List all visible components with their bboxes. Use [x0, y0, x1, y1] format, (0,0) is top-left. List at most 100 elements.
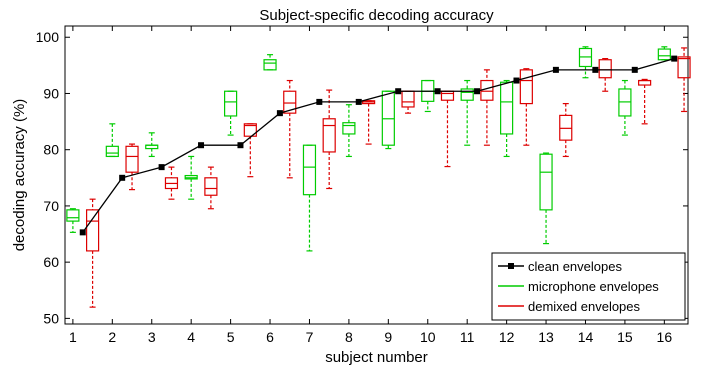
box-11 [460, 79, 474, 146]
x-tick-label: 5 [227, 329, 235, 345]
box-1.5 [86, 198, 100, 308]
box-13.5 [559, 102, 573, 158]
box-15.5 [638, 78, 652, 125]
box-16 [657, 46, 671, 61]
box-8.5 [362, 100, 376, 145]
clean-point [158, 164, 165, 171]
box-iqr [283, 90, 297, 114]
box-iqr [322, 118, 336, 153]
box-6.5 [283, 79, 297, 179]
box-iqr [342, 122, 356, 135]
y-axis: 50 60 70 80 90 100 [36, 29, 688, 326]
box-iqr [302, 144, 317, 196]
clean-envelopes-line [79, 55, 678, 236]
clean-point [237, 142, 244, 149]
clean-point [474, 88, 481, 95]
box-4 [184, 155, 198, 200]
y-tick-label: 70 [43, 198, 59, 214]
clean-point [119, 174, 126, 181]
box-9 [381, 90, 395, 150]
box-iqr [66, 209, 80, 222]
box-iqr [224, 90, 238, 117]
box-iqr [519, 69, 533, 105]
clean-point [513, 77, 520, 84]
chart-title: Subject-specific decoding accuracy [259, 7, 494, 24]
box-5.5 [243, 123, 257, 178]
x-tick-label: 8 [345, 329, 353, 345]
box-4.5 [204, 166, 218, 210]
clean-point [552, 66, 559, 73]
x-tick-label: 6 [266, 329, 274, 345]
box-8 [342, 104, 356, 158]
box-6 [263, 54, 277, 71]
box-3.5 [164, 166, 179, 200]
box-14 [578, 46, 593, 79]
box-13 [539, 152, 553, 245]
demixed-boxes [86, 47, 691, 308]
box-iqr [677, 56, 691, 79]
x-axis-label: subject number [325, 349, 428, 366]
box-15 [618, 79, 632, 136]
box-iqr [263, 59, 277, 71]
x-tick-label: 15 [617, 329, 633, 345]
x-tick-label: 3 [148, 329, 156, 345]
y-tick-label: 80 [43, 142, 59, 158]
box-iqr [243, 123, 257, 137]
x-tick-label: 13 [538, 329, 554, 345]
box-16.5 [677, 47, 691, 113]
box-5 [224, 90, 238, 136]
clean-point [316, 98, 323, 105]
clean-line-path [82, 57, 675, 233]
microphone-boxes [66, 46, 671, 252]
x-tick-label: 16 [657, 329, 673, 345]
y-tick-label: 90 [43, 85, 59, 101]
clean-point [434, 88, 441, 95]
x-tick-label: 7 [306, 329, 314, 345]
box-iqr [657, 48, 671, 61]
box-3 [145, 132, 159, 158]
clean-point [355, 98, 362, 105]
box-iqr [125, 145, 139, 173]
box-12.5 [519, 68, 533, 146]
box-iqr [539, 153, 553, 211]
box-2 [105, 123, 119, 158]
box-iqr [500, 81, 514, 135]
box-iqr [105, 145, 119, 158]
box-7.5 [322, 89, 336, 190]
legend-label: microphone envelopes [528, 279, 659, 294]
x-tick-label: 9 [384, 329, 392, 345]
legend-box [491, 252, 686, 321]
legend-marker [508, 263, 514, 269]
box-iqr [86, 209, 100, 252]
x-tick-label: 4 [187, 329, 195, 345]
clean-point [198, 142, 205, 149]
y-tick-label: 60 [43, 254, 59, 270]
box-12 [500, 79, 514, 158]
box-11.5 [480, 69, 494, 146]
x-tick-label: 12 [499, 329, 515, 345]
box-iqr [204, 177, 218, 196]
box-iqr [460, 88, 474, 101]
clean-point [592, 66, 599, 73]
x-axis: 1 2 3 4 5 6 7 8 9 10 11 12 13 14 15 16 [69, 26, 672, 345]
clean-point [671, 55, 678, 62]
legend-label: demixed envelopes [528, 299, 641, 314]
x-tick-label: 10 [420, 329, 436, 345]
clean-point [395, 88, 402, 95]
x-tick-label: 2 [108, 329, 116, 345]
box-7 [302, 144, 317, 252]
y-tick-label: 100 [36, 29, 60, 45]
clean-point [79, 229, 86, 236]
box-iqr [598, 59, 612, 79]
x-tick-label: 14 [578, 329, 594, 345]
legend-label: clean envelopes [528, 259, 622, 274]
box-1 [66, 208, 80, 233]
legend: clean envelopes microphone envelopes demix… [491, 252, 686, 321]
clean-point [276, 110, 283, 117]
clean-point [631, 66, 638, 73]
y-axis-label: decoding accuracy (%) [11, 99, 28, 252]
y-tick-label: 50 [43, 310, 59, 326]
x-tick-label: 1 [69, 329, 77, 345]
x-tick-label: 11 [460, 329, 475, 345]
